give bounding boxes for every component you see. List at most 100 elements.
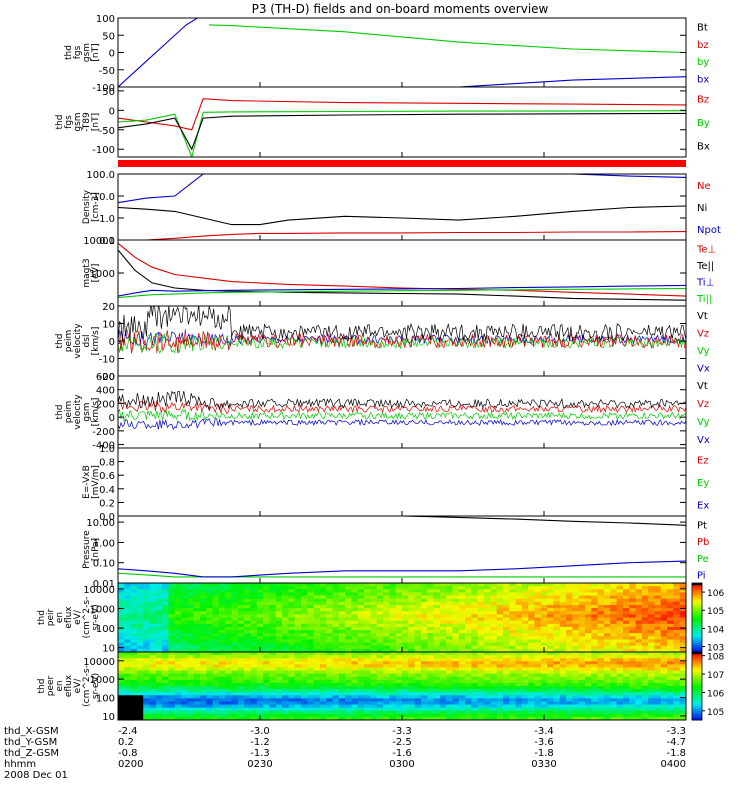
y-tick-label: 0.1 [99, 236, 115, 247]
y-axis-label: en [55, 680, 65, 691]
legend-Te⊥: Te⊥ [696, 244, 716, 255]
legend-bz: bz [697, 40, 709, 51]
y-tick-label: -50 [99, 126, 115, 137]
series-Ni [118, 205, 686, 226]
colorbar-label: 106 [707, 689, 724, 699]
legend-Bx: Bx [697, 141, 710, 152]
y-axis-label: en [55, 612, 65, 623]
legend-Ez: Ez [697, 455, 709, 466]
y-axis-label: velocity [73, 394, 83, 430]
axis-row-value: -3.0 [250, 726, 270, 737]
y-tick-label: 600 [96, 372, 115, 383]
axis-row-label: thd_X-GSM [4, 726, 59, 737]
y-tick-label: 100 [96, 624, 115, 635]
y-axis-label: magt3 [82, 258, 92, 287]
series-Ne [118, 231, 686, 240]
legend-Ne: Ne [697, 181, 711, 192]
legend-Ti⊥: Ti⊥ [696, 277, 714, 288]
y-axis-label: peim [64, 330, 74, 353]
legend-Vz: Vz [697, 399, 709, 410]
y-tick-label: 100 [96, 14, 115, 25]
axis-row-value: -1.3 [250, 748, 270, 759]
axis-row-value: -2.5 [392, 737, 412, 748]
series-Vx [118, 418, 686, 431]
y-axis-label: fgs [73, 45, 83, 59]
y-tick-label: -50 [99, 66, 115, 77]
panel-3: 100.0 10.0 1.0 0.1 Density [cm-3] Ne Ni Npot [82, 170, 721, 247]
series-Pt [401, 516, 686, 526]
y-axis-label: [mV/m] [91, 465, 101, 499]
legend-Ex: Ex [697, 501, 709, 512]
panel-6: 600 400 200 0 -200 -400 thd peim velocity gsm [km/… [55, 372, 710, 452]
axis-row-value: -3.4 [534, 726, 554, 737]
legend-Vt: Vt [697, 381, 708, 392]
legend-Vx: Vx [697, 363, 710, 374]
y-axis-label: Density [82, 189, 92, 224]
y-axis-label: [km/s] [91, 327, 101, 356]
axis-row-value: 0230 [247, 759, 272, 770]
y-axis-label: sr-eV) [91, 673, 101, 699]
y-axis-label: thd [64, 45, 74, 60]
axis-row-label: hhmm [4, 759, 36, 770]
legend-Pi: Pi [697, 571, 706, 582]
y-axis-label: -T89 [82, 112, 92, 132]
y-tick-label: 10000 [83, 657, 115, 668]
series-Vt [118, 390, 686, 411]
legend-Bt: Bt [697, 23, 708, 34]
series-by [208, 24, 686, 54]
axis-row-value: 0300 [389, 759, 414, 770]
y-tick-label: 50 [102, 87, 115, 98]
y-tick-label: 0 [109, 413, 115, 424]
legend-Npot: Npot [697, 225, 721, 236]
series-Vx [118, 330, 686, 347]
axis-row-value: -3.6 [534, 737, 554, 748]
y-axis-label: gsm [73, 112, 83, 131]
series-Vz [118, 329, 686, 354]
series-Bz [118, 98, 686, 131]
y-axis-label: thd [55, 115, 65, 130]
axis-row-value: -1.8 [666, 748, 686, 759]
y-axis-label: dsl [82, 335, 92, 348]
date-label: 2008 Dec 01 [4, 770, 68, 781]
y-axis-label: (cm^2-s- [82, 597, 92, 639]
axis-row-value: -3.3 [666, 726, 686, 737]
y-axis-label: [km/s] [91, 398, 101, 427]
y-tick-label: 1.0 [99, 444, 115, 455]
series-Te⊥ [118, 242, 686, 297]
panel-7: 1.0 0.8 0.6 0.4 0.2 0.0 E=-VxB [mV/m] Ez Ey Ex [82, 444, 709, 523]
y-tick-label: 20 [102, 302, 115, 313]
axis-row-value: 0400 [661, 759, 686, 770]
legend-Vt: Vt [697, 311, 708, 322]
legend-Vy: Vy [697, 417, 710, 428]
y-tick-label: 10 [102, 712, 115, 723]
y-tick-label: 0.0 [99, 512, 115, 523]
y-axis-label: eV/ [73, 678, 83, 694]
spectrogram [118, 652, 686, 720]
y-tick-label: 0.10 [93, 559, 115, 570]
axis-row-value: -3.3 [392, 726, 412, 737]
y-axis-label: velocity [73, 323, 83, 359]
y-axis-label: eflux [64, 606, 74, 629]
y-axis-label: [cm-3] [91, 192, 101, 222]
y-tick-label: 10000 [83, 585, 115, 596]
y-axis-label: [nT] [91, 43, 101, 61]
series-Npot [118, 174, 686, 204]
data-flag-bar [118, 160, 686, 167]
y-tick-label: 100.0 [86, 170, 115, 181]
legend-bx: bx [697, 74, 709, 85]
y-axis-label: gsm [82, 402, 92, 421]
y-tick-label: 0.6 [99, 471, 115, 482]
legend-Vy: Vy [697, 346, 710, 357]
y-tick-label: -10 [99, 355, 115, 366]
series-bx [118, 18, 686, 87]
y-tick-label: 50 [102, 31, 115, 42]
legend-Pb: Pb [697, 537, 709, 548]
y-tick-label: 0.01 [93, 579, 115, 590]
panel-10: 108 107 106 105 10000 1000 100 10 thd peer en eflux… [37, 651, 724, 723]
axis-row-value: -1.2 [250, 737, 270, 748]
y-axis-label: [eV] [91, 264, 101, 283]
y-tick-label: 0.2 [99, 498, 115, 509]
y-tick-label: 10.0 [93, 192, 115, 203]
